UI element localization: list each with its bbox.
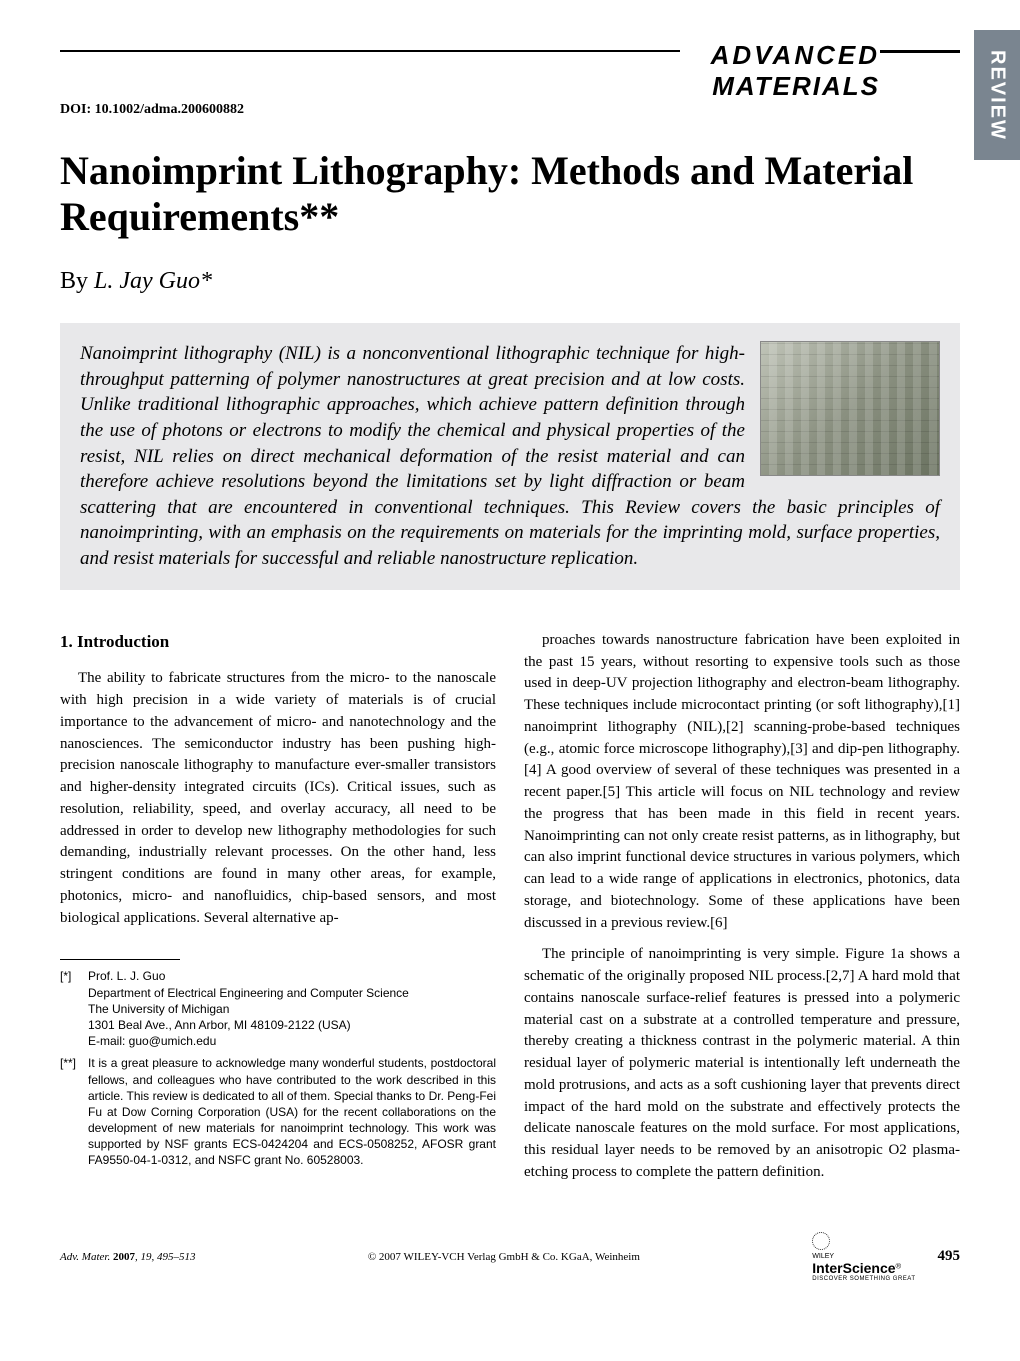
interscience-wiley: WILEY [812, 1253, 915, 1260]
abstract-box: Nanoimprint lithography (NIL) is a nonco… [60, 323, 960, 590]
footnote-dstar: [**] It is a great pleasure to acknowled… [60, 1055, 496, 1168]
fn-star-line-0: Prof. L. J. Guo [88, 968, 496, 984]
doi-text: DOI: 10.1002/adma.200600882 [60, 102, 960, 118]
author-name: L. Jay Guo* [94, 268, 212, 294]
footnote-dstar-marker: [**] [60, 1055, 88, 1168]
journal-logo: ADVANCED MATERIALS [711, 40, 880, 102]
fn-star-line-2: The University of Michigan [88, 1001, 496, 1017]
col2-paragraph-2: The principle of nanoimprinting is very … [524, 944, 960, 1183]
side-review-tab: REVIEW [974, 30, 1020, 160]
footer-left-year: 2007 [113, 1251, 135, 1263]
interscience-logo: WILEY InterScience® DISCOVER SOMETHING G… [812, 1232, 915, 1282]
right-column: proaches towards nanostructure fabricati… [524, 630, 960, 1194]
col2-paragraph-1: proaches towards nanostructure fabricati… [524, 630, 960, 935]
footnote-star-marker: [*] [60, 968, 88, 1049]
footnote-star-body: Prof. L. J. Guo Department of Electrical… [88, 968, 496, 1049]
footnote-star: [*] Prof. L. J. Guo Department of Electr… [60, 968, 496, 1049]
footer-right: WILEY InterScience® DISCOVER SOMETHING G… [812, 1232, 960, 1282]
journal-logo-line1: ADVANCED [711, 40, 880, 71]
body-columns: 1. Introduction The ability to fabricate… [60, 630, 960, 1194]
footnotes: [*] Prof. L. J. Guo Department of Electr… [60, 968, 496, 1168]
footer-left-rest: , 19, 495–513 [135, 1251, 196, 1263]
fn-star-line-4: E-mail: guo@umich.edu [88, 1033, 496, 1049]
fn-star-line-3: 1301 Beal Ave., Ann Arbor, MI 48109-2122… [88, 1017, 496, 1033]
page-footer: Adv. Mater. 2007, 19, 495–513 © 2007 WIL… [60, 1224, 960, 1282]
footnote-divider [60, 959, 180, 960]
article-title: Nanoimprint Lithography: Methods and Mat… [60, 148, 960, 240]
abstract-figure-inset [760, 341, 940, 476]
author-line: By L. Jay Guo* [60, 268, 960, 295]
header-rule [60, 50, 680, 52]
fn-star-line-1: Department of Electrical Engineering and… [88, 985, 496, 1001]
footer-left: Adv. Mater. 2007, 19, 495–513 [60, 1251, 195, 1263]
author-by: By [60, 268, 94, 294]
journal-rule [880, 50, 960, 53]
footer-center: © 2007 WILEY-VCH Verlag GmbH & Co. KGaA,… [368, 1251, 640, 1263]
interscience-globe-icon [812, 1232, 830, 1250]
interscience-sub: DISCOVER SOMETHING GREAT [812, 1276, 915, 1282]
col1-paragraph-1: The ability to fabricate structures from… [60, 668, 496, 929]
section-heading-intro: 1. Introduction [60, 630, 496, 655]
left-column: 1. Introduction The ability to fabricate… [60, 630, 496, 1194]
interscience-text: InterScience [812, 1260, 895, 1276]
footnote-dstar-body: It is a great pleasure to acknowledge ma… [88, 1055, 496, 1168]
page-number: 495 [938, 1248, 961, 1265]
footer-left-italic: Adv. Mater. [60, 1251, 113, 1263]
journal-logo-line2: MATERIALS [711, 71, 880, 102]
